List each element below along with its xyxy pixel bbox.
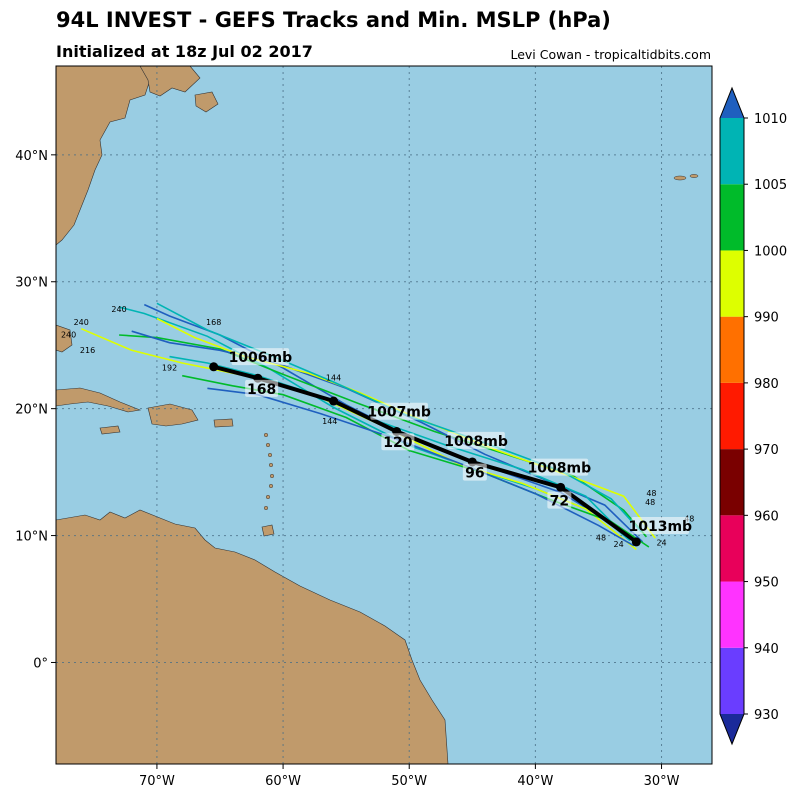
ensemble-mean-track (209, 362, 641, 547)
label-backdrop (631, 516, 690, 534)
y-tick-label: 30°N (15, 276, 48, 291)
label-backdrop (447, 431, 505, 449)
colorbar-segment (720, 581, 744, 648)
canada-maritimes (139, 66, 201, 97)
colorbar-segment (720, 316, 744, 383)
y-tick-label: 10°N (15, 530, 48, 545)
lesser-antilles (263, 432, 275, 511)
forecast-hour-marker: 48 (596, 534, 606, 543)
forecast-hour-marker: 240 (61, 331, 76, 340)
forecast-hour-marker: 48 (645, 498, 655, 507)
forecast-hour-marker: 240 (111, 305, 126, 314)
forecast-hour-label: 72 (550, 494, 569, 510)
colorbar-tick-label: 990 (754, 311, 779, 326)
forecast-hour-marker: 48 (646, 489, 656, 498)
colorbar-tick-label: 930 (754, 708, 779, 723)
hispaniola (147, 403, 199, 427)
x-tick-label: 70°W (139, 774, 175, 789)
colorbar-tick-label: 1000 (754, 244, 787, 259)
forecast-hour-label: 120 (383, 435, 412, 451)
land-layer (56, 66, 699, 764)
south-america-land (56, 509, 449, 764)
colorbar-tick-label: 1010 (754, 112, 787, 127)
colorbar-over-arrow (720, 88, 744, 118)
y-tick-label: 0° (33, 656, 48, 671)
colorbar-tick-label: 970 (754, 443, 779, 458)
newfoundland (194, 91, 219, 113)
colorbar-tick-label: 1005 (754, 178, 787, 193)
colorbar-under-arrow (720, 714, 744, 744)
colorbar-tick-label: 950 (754, 576, 779, 591)
mean-track-point (556, 482, 566, 492)
x-tick-label: 30°W (644, 774, 680, 789)
colorbar-tick-label: 960 (754, 509, 779, 524)
author-credit: Levi Cowan - tropicaltidbits.com (510, 47, 711, 62)
colorbar-segment (720, 250, 744, 317)
forecast-hour-marker: 144 (322, 417, 337, 426)
pressure-label: 1008mb (444, 434, 508, 450)
forecast-hour-marker: 48 (684, 515, 694, 524)
map-title: 94L INVEST - GEFS Tracks and Min. MSLP (… (56, 8, 611, 32)
axis-ticks: 70°W 60°W 50°W 40°W 30°W 0° 10°N 20°N 30°N 40°N (15, 149, 679, 789)
forecast-hour-label: 96 (465, 466, 484, 482)
mean-track-point (631, 537, 641, 547)
colorbar-segment (720, 449, 744, 516)
label-backdrop (231, 348, 290, 366)
init-time-subtitle: Initialized at 18z Jul 02 2017 (56, 42, 313, 61)
north-america-land (56, 66, 151, 246)
pressure-label: 1007mb (367, 405, 431, 421)
forecast-hour-marker: 24 (656, 539, 666, 548)
forecast-hour-marker: 192 (162, 364, 177, 373)
label-backdrop (381, 433, 415, 451)
forecast-hour-marker: 144 (326, 374, 341, 383)
label-backdrop (530, 458, 589, 476)
label-backdrop (370, 402, 428, 420)
forecast-hour-marker: 24 (614, 540, 624, 549)
ensemble-member-track (207, 387, 635, 547)
x-tick-label: 40°W (517, 774, 553, 789)
forecast-hour-marker: 240 (74, 318, 89, 327)
pressure-label: 1006mb (229, 350, 293, 366)
cuba (56, 387, 142, 413)
label-backdrop (547, 491, 572, 509)
y-tick-label: 20°N (15, 403, 48, 418)
forecast-hour-marker: 216 (80, 346, 95, 355)
jamaica (99, 425, 121, 435)
colorbar-segment (720, 647, 744, 714)
puerto-rico (213, 418, 234, 428)
colorbar-tick-label: 940 (754, 642, 779, 657)
label-backdrop (462, 463, 487, 481)
forecast-hour-marker: 168 (206, 318, 221, 327)
x-tick-label: 60°W (265, 774, 301, 789)
y-tick-label: 40°N (15, 149, 48, 164)
colorbar-segment (720, 118, 744, 185)
mean-track-point (329, 396, 339, 406)
forecast-hour-label: 168 (247, 382, 276, 398)
pressure-label: 1013mb (628, 519, 692, 535)
colorbar-segment (720, 515, 744, 582)
mean-track-point (209, 362, 219, 372)
pressure-colorbar: 930 940 950 960 970 980 990 1000 1005 1010 (719, 86, 787, 746)
trinidad (261, 524, 275, 537)
label-backdrop (245, 379, 279, 397)
azores-islands (673, 174, 699, 181)
colorbar-tick-label: 980 (754, 377, 779, 392)
track-labels: 1013mb 1008mb 72 1008mb 96 1007mb 120 1006mb 168 (229, 348, 692, 535)
pressure-label: 1008mb (528, 461, 592, 477)
colorbar-segment (720, 184, 744, 251)
colorbar-segment (720, 382, 744, 450)
plot-frame (55, 65, 713, 765)
florida (56, 324, 73, 353)
x-tick-label: 50°W (391, 774, 427, 789)
